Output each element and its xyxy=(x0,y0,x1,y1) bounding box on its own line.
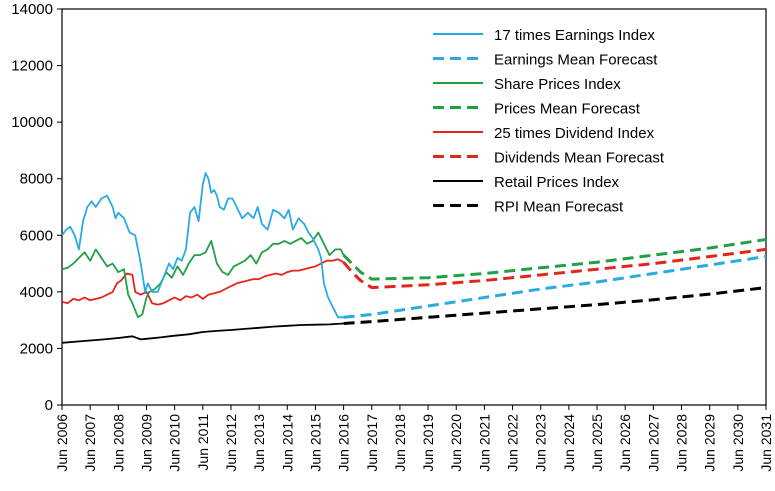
series-line-25-times-dividend-index xyxy=(61,258,345,306)
x-tick-label: Jun 2027 xyxy=(645,414,661,472)
series-line-17-times-earnings-index xyxy=(61,172,344,319)
y-tick-label: 2000 xyxy=(20,340,53,357)
x-tick-label: Jun 2011 xyxy=(195,414,211,471)
x-tick-label: Jun 2030 xyxy=(730,414,746,472)
x-tick-label: Jun 2018 xyxy=(392,414,408,472)
x-tick-label: Jun 2016 xyxy=(336,414,352,472)
legend-label: Prices Mean Forecast xyxy=(494,101,641,118)
legend-label: 17 times Earnings Index xyxy=(494,27,655,44)
x-tick-label: Jun 2020 xyxy=(448,414,464,472)
x-tick-label: Jun 2009 xyxy=(138,414,154,472)
x-tick-label: Jun 2023 xyxy=(533,414,549,472)
x-tick-label: Jun 2007 xyxy=(82,414,98,472)
series-layer xyxy=(61,172,767,344)
y-tick-label: 4000 xyxy=(20,284,53,301)
x-tick-label: Jun 2006 xyxy=(54,414,70,472)
legend-label: Dividends Mean Forecast xyxy=(494,150,665,167)
legend-label: Share Prices Index xyxy=(494,76,621,93)
x-tick-label: Jun 2014 xyxy=(279,414,295,472)
y-tick-label: 6000 xyxy=(20,227,53,244)
x-tick-label: Jun 2012 xyxy=(223,414,239,472)
plot-frame xyxy=(61,8,767,406)
legend: 17 times Earnings Index Earnings Mean For… xyxy=(433,27,665,216)
legend-label: Retail Prices Index xyxy=(494,174,620,191)
plot-border xyxy=(61,8,767,406)
y-tick-label: 14000 xyxy=(11,1,53,18)
series-line-rpi-mean-forecast xyxy=(343,286,767,325)
x-tick-label: Jun 2026 xyxy=(617,414,633,472)
x-axis: Jun 2006 Jun 2007 Jun 2008 Jun 2009 Jun 2010… xyxy=(54,405,774,472)
x-tick-label: Jun 2024 xyxy=(561,414,577,472)
series-line-dividends-mean-forecast xyxy=(342,247,767,290)
x-tick-label: Jun 2021 xyxy=(476,414,492,472)
x-tick-label: Jun 2010 xyxy=(167,414,183,472)
legend-label: RPI Mean Forecast xyxy=(494,199,624,216)
series-line-share-prices-index xyxy=(61,231,345,319)
legend-label: 25 times Dividend Index xyxy=(494,125,655,142)
legend-label: Earnings Mean Forecast xyxy=(494,52,658,69)
x-tick-label: Jun 2019 xyxy=(420,414,436,472)
y-tick-label: 8000 xyxy=(20,171,53,188)
y-tick-label: 0 xyxy=(45,397,53,414)
x-tick-label: Jun 2029 xyxy=(702,414,718,472)
x-tick-label: Jun 2017 xyxy=(364,414,380,472)
x-tick-label: Jun 2013 xyxy=(251,414,267,472)
y-axis: 0 2000 4000 6000 8000 10000 12000 14000 xyxy=(11,1,62,414)
series-line-prices-mean-forecast xyxy=(342,238,767,281)
x-tick-label: Jun 2028 xyxy=(674,414,690,472)
x-tick-label: Jun 2031 xyxy=(758,414,774,472)
y-tick-label: 10000 xyxy=(11,114,53,131)
series-line-earnings-mean-forecast xyxy=(343,255,767,319)
x-tick-label: Jun 2025 xyxy=(589,414,605,472)
y-tick-label: 12000 xyxy=(11,58,53,75)
series-line-retail-prices-index xyxy=(61,322,344,344)
x-tick-label: Jun 2015 xyxy=(307,414,323,472)
x-tick-label: Jun 2022 xyxy=(505,414,521,472)
x-tick-label: Jun 2008 xyxy=(110,414,126,472)
